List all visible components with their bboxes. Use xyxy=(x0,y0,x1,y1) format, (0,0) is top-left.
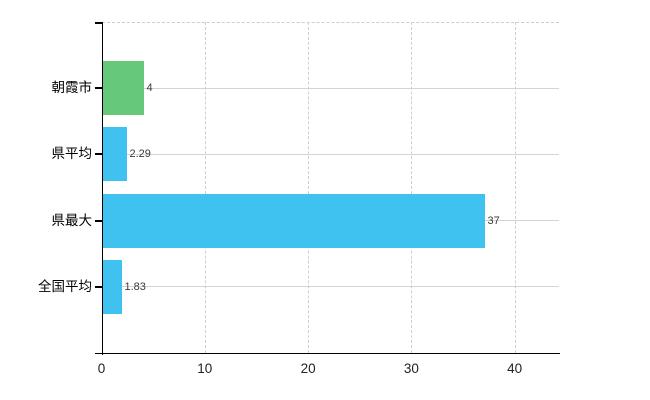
y-axis-category-tick xyxy=(95,153,102,156)
horizontal-gridline xyxy=(101,87,559,89)
y-axis-category-tick xyxy=(95,285,102,288)
vertical-gridline xyxy=(308,22,310,353)
category-label-県平均: 県平均 xyxy=(51,146,93,162)
bar-全国平均[interactable] xyxy=(102,259,122,314)
bar-県最大[interactable] xyxy=(102,193,485,248)
value-label: 4 xyxy=(146,82,153,95)
value-label: 2.29 xyxy=(129,148,151,161)
x-tick-label: 10 xyxy=(197,360,213,376)
vertical-gridline xyxy=(514,22,516,353)
bar-朝霞市[interactable] xyxy=(102,61,144,116)
x-tick-label: 0 xyxy=(97,360,106,376)
horizontal-gridline xyxy=(101,153,559,155)
vertical-gridline xyxy=(204,22,206,353)
y-axis-category-tick xyxy=(95,87,102,90)
category-label-朝霞市: 朝霞市 xyxy=(51,80,93,96)
category-label-全国平均: 全国平均 xyxy=(38,278,92,294)
plot-top-border xyxy=(101,22,559,23)
x-tick-label: 30 xyxy=(403,360,419,376)
x-tick-label: 20 xyxy=(300,360,316,376)
value-label: 1.83 xyxy=(124,280,146,293)
y-axis-line xyxy=(101,22,103,355)
y-axis-category-tick xyxy=(95,219,102,222)
horizontal-gridline xyxy=(101,286,559,288)
category-label-県最大: 県最大 xyxy=(51,212,93,228)
x-tick-label: 40 xyxy=(507,360,523,376)
y-axis-top-tick xyxy=(95,22,102,24)
bar-県平均[interactable] xyxy=(102,127,127,182)
vertical-gridline xyxy=(411,22,413,353)
x-axis-line xyxy=(95,352,560,354)
value-label: 37 xyxy=(487,214,500,227)
